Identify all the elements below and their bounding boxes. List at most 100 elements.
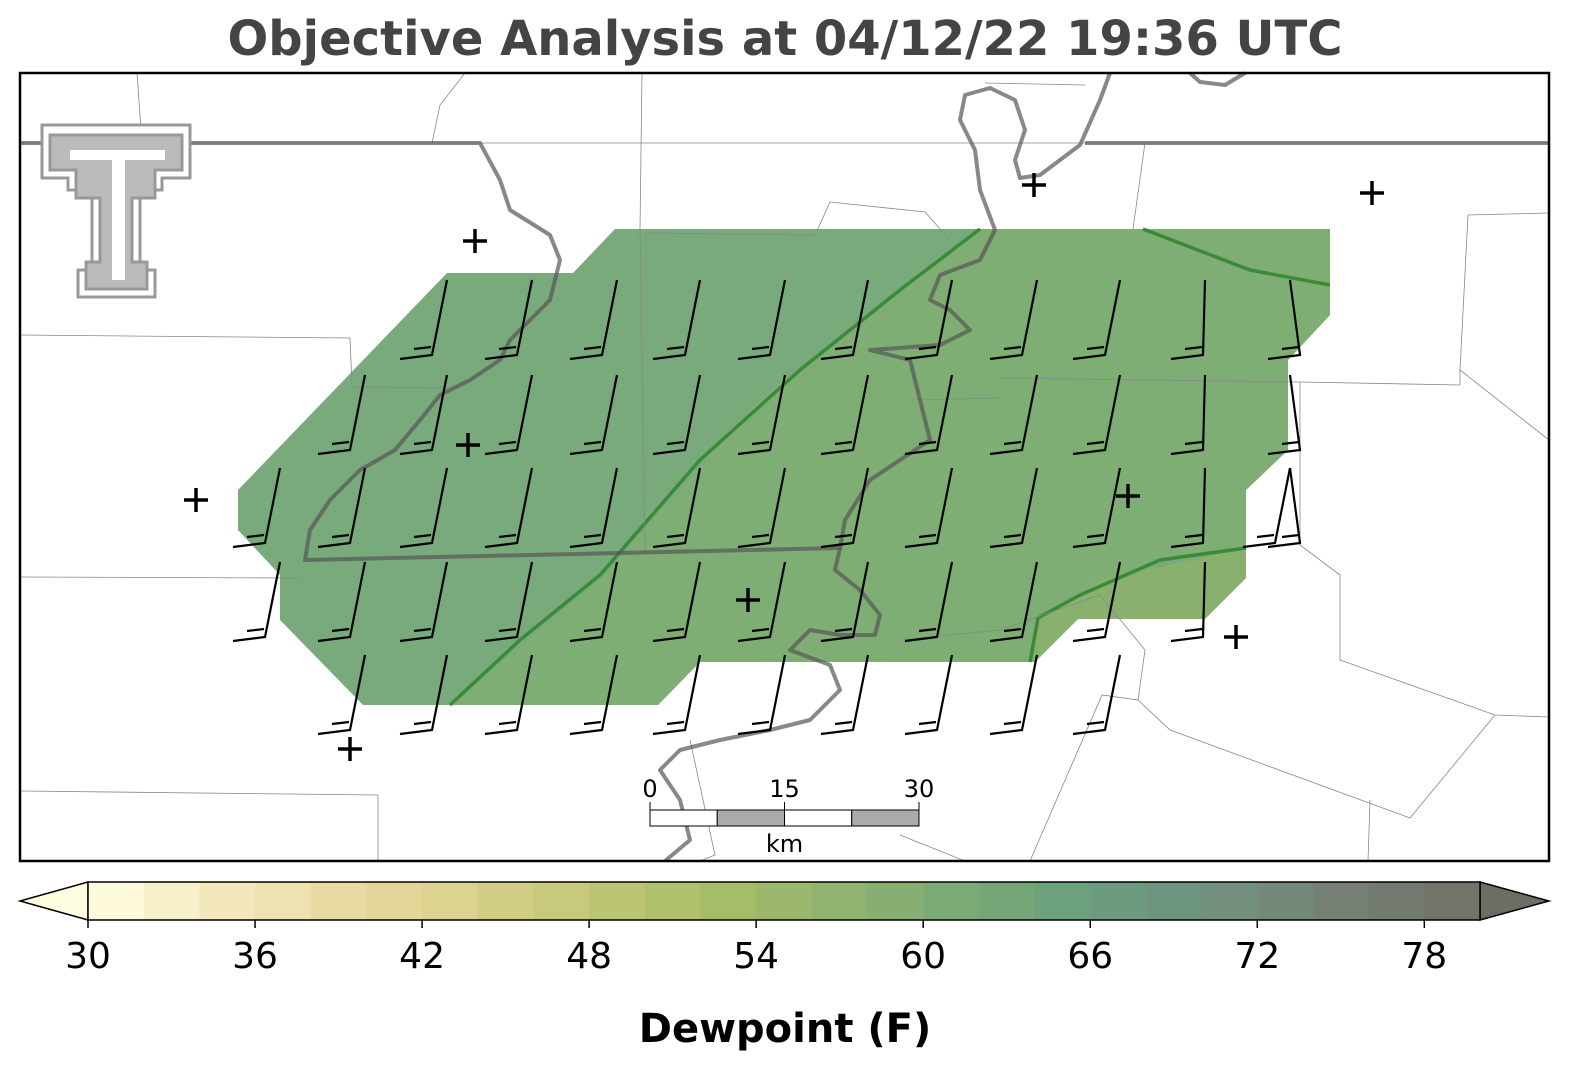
wind-barb <box>317 654 367 736</box>
colorbar-cell <box>1201 882 1258 920</box>
wind-barb <box>904 467 954 549</box>
colorbar: 30 36 42 48 54 60 66 72 78 <box>17 881 1552 977</box>
colorbar-cell <box>923 882 980 920</box>
colorbar-cell <box>644 882 701 920</box>
colorbar-frame <box>87 881 1481 921</box>
wind-barb <box>904 374 954 456</box>
wind-barb <box>652 467 702 549</box>
wind-barb <box>1267 374 1302 456</box>
wind-barbs <box>232 279 1302 736</box>
wind-barb <box>317 561 367 643</box>
wind-barb <box>1170 279 1207 361</box>
colorbar-tick-label: 60 <box>900 936 946 977</box>
contour <box>1028 546 1247 663</box>
wind-barb <box>820 654 870 736</box>
contour <box>448 227 982 707</box>
wind-barb <box>820 467 870 549</box>
colorbar-cell <box>1368 882 1425 920</box>
colorbar-cell <box>88 882 145 920</box>
wind-barb <box>737 279 787 361</box>
colorbar-cell <box>1424 882 1481 920</box>
scale-tick-label: 0 <box>642 775 657 803</box>
wind-barb <box>1170 374 1207 456</box>
scale-segment <box>716 809 785 827</box>
wind-barb <box>399 467 449 549</box>
wind-barb <box>484 654 534 736</box>
colorbar-tick-label: 48 <box>566 936 612 977</box>
colorbar-label: Dewpoint (F) <box>639 1006 932 1052</box>
wind-barb <box>1072 467 1122 549</box>
colorbar-cell <box>589 882 646 920</box>
wind-barb <box>652 654 702 736</box>
colorbar-tick-label: 42 <box>399 936 445 977</box>
wind-barb <box>1267 279 1302 361</box>
wind-barb <box>652 561 702 643</box>
colorbar-cell <box>1257 882 1314 920</box>
wind-barb <box>484 279 534 361</box>
river <box>658 547 882 863</box>
wind-barb <box>1267 467 1302 549</box>
colorbar-cell <box>811 882 869 920</box>
wind-barb <box>1242 467 1292 549</box>
colorbar-cell <box>978 882 1036 920</box>
map-frame <box>18 71 1551 863</box>
wind-barb <box>1072 561 1122 643</box>
colorbar-cell <box>310 882 367 920</box>
colorbar-extend-high <box>1479 881 1552 921</box>
wind-barb <box>399 279 449 361</box>
wind-barb <box>1072 654 1122 736</box>
wind-barb <box>484 561 534 643</box>
wind-barb <box>569 654 619 736</box>
colorbar-tick-label: 30 <box>65 936 111 977</box>
scale-segment <box>649 809 718 827</box>
colorbar-tick-label: 78 <box>1401 936 1447 977</box>
wind-barb <box>1072 279 1122 361</box>
scale-tick-label: 15 <box>769 775 800 803</box>
wind-barb <box>399 374 449 456</box>
scale-segment <box>851 809 920 827</box>
colorbar-cell <box>756 882 813 920</box>
map: 0 15 30 km <box>18 71 1551 863</box>
colorbar-cell <box>143 882 200 920</box>
colorbar-cell <box>422 882 479 920</box>
colorbar-cell <box>533 882 590 920</box>
wind-barb <box>399 654 449 736</box>
colorbar-tick-label: 66 <box>1067 936 1113 977</box>
wind-barb <box>569 467 619 549</box>
wind-barb <box>1072 374 1122 456</box>
wind-barb <box>652 374 702 456</box>
wind-barb <box>317 467 367 549</box>
wind-barb <box>737 561 787 643</box>
wind-barb <box>737 467 787 549</box>
station-markers <box>184 173 1384 761</box>
wind-barb <box>232 561 282 643</box>
wind-barb <box>820 374 870 456</box>
wind-barb <box>989 561 1039 643</box>
colorbar-tick-label: 36 <box>232 936 278 977</box>
wind-barb <box>820 561 870 643</box>
wind-barb <box>569 374 619 456</box>
title: Objective Analysis at 04/12/22 19:36 UTC <box>228 11 1343 67</box>
dewpoint-field <box>1035 548 1246 662</box>
colorbar-cell <box>255 882 312 920</box>
wind-barb <box>737 654 787 736</box>
colorbar-cell <box>1312 882 1370 920</box>
wind-barb <box>569 279 619 361</box>
wind-barb <box>652 279 702 361</box>
colorbar-cell <box>1145 882 1203 920</box>
colorbar-cell <box>199 882 256 920</box>
scale-tick-label: 30 <box>904 775 935 803</box>
river <box>1188 71 1247 87</box>
wind-barb <box>989 279 1039 361</box>
contour <box>1142 227 1331 287</box>
scale-segment <box>784 809 853 827</box>
wind-barb <box>484 467 534 549</box>
scale-bar: 0 15 30 km <box>642 775 934 858</box>
colorbar-cell <box>477 882 534 920</box>
river <box>20 72 1112 562</box>
wind-barb <box>1170 467 1207 549</box>
colorbar-cell <box>1034 882 1091 920</box>
wind-barb <box>399 561 449 643</box>
colorbar-tick-label: 54 <box>733 936 779 977</box>
